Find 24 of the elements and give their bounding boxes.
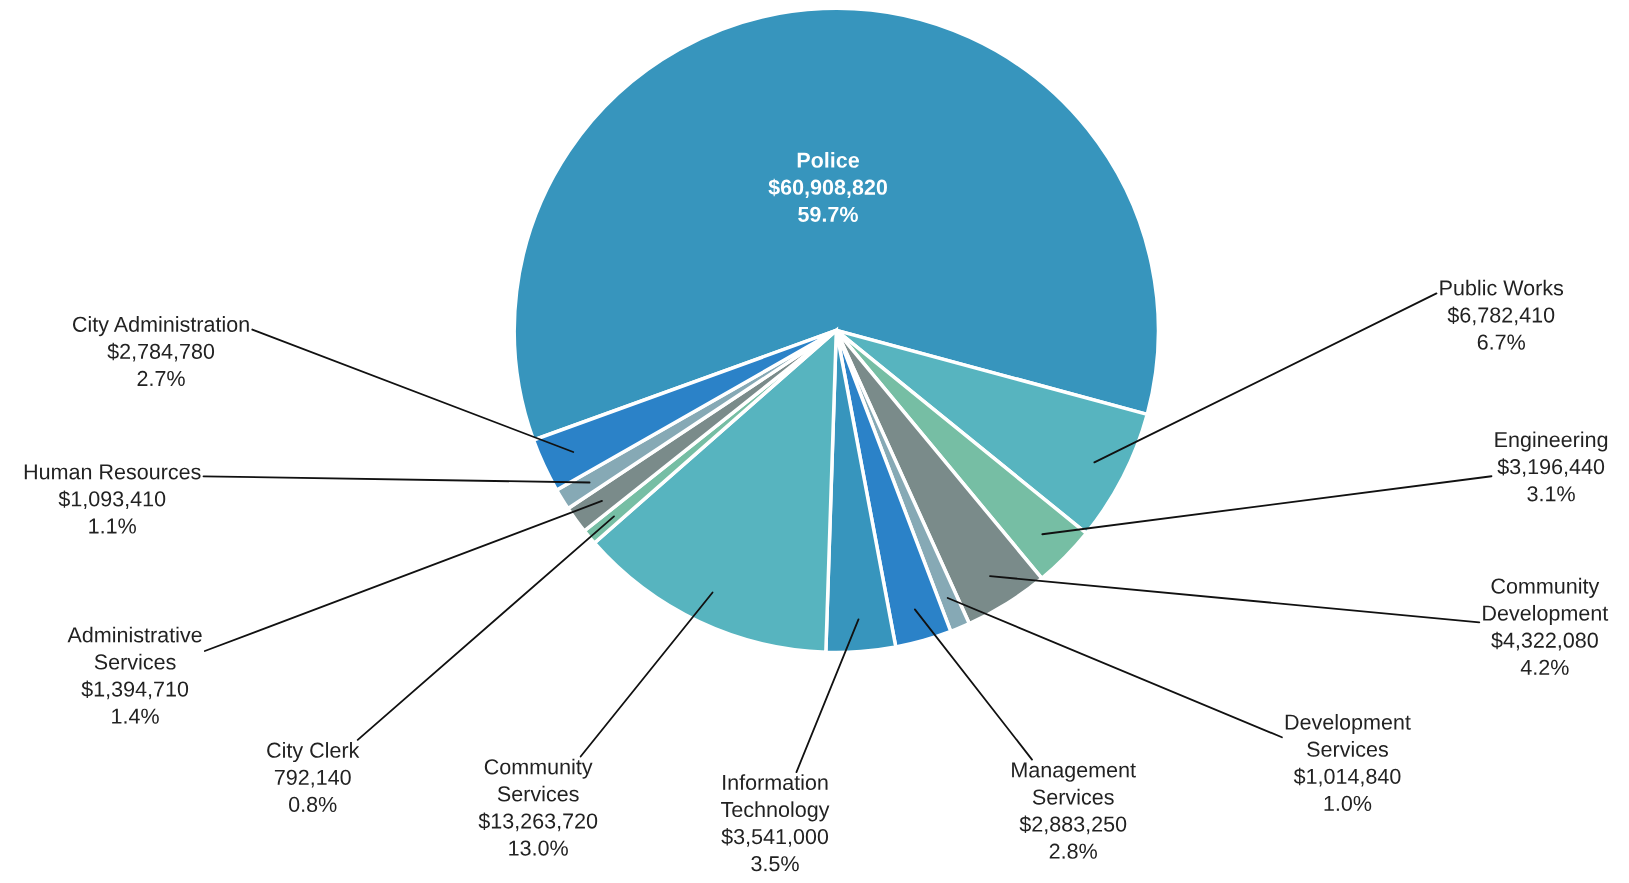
data-label: $1,014,840 1.0% bbox=[1293, 767, 1401, 812]
data-label: $4,322,080 4.2% bbox=[1491, 631, 1598, 675]
data-label: $2,784,780 2.7% bbox=[107, 342, 215, 387]
data-label: $3,541,000 3.5% bbox=[721, 828, 829, 872]
data-label: $1,394,710 1.4% bbox=[81, 680, 189, 724]
slice-label: Administrative Services bbox=[67, 626, 202, 670]
data-label: $60,908,820 59.7% bbox=[768, 178, 887, 222]
slice-label: Public Works bbox=[1440, 279, 1564, 296]
data-label: 792,140 0.8% bbox=[274, 769, 351, 813]
data-label: $1,093,410 1.1% bbox=[58, 490, 166, 534]
data-label: $6,782,410 6.7% bbox=[1447, 306, 1555, 350]
data-label: $13,263,720 13.0% bbox=[478, 812, 598, 856]
slice-label: Information Technology bbox=[721, 774, 830, 822]
slice-label: Engineering bbox=[1495, 431, 1608, 452]
slice-label: City Clerk bbox=[267, 742, 360, 763]
slice-label: Management Services bbox=[1012, 762, 1136, 805]
data-label: $2,883,250 2.8% bbox=[1019, 815, 1127, 859]
slice-label: Police bbox=[797, 151, 859, 168]
slice-label: Community Development bbox=[1483, 577, 1609, 626]
slice-label: Development Services bbox=[1285, 713, 1411, 757]
slice-label: Human Resources bbox=[24, 464, 201, 480]
slice-label: City Administration bbox=[72, 316, 249, 337]
data-label: $3,196,440 3.1% bbox=[1497, 458, 1605, 502]
slice-label: Community Services bbox=[484, 758, 593, 802]
